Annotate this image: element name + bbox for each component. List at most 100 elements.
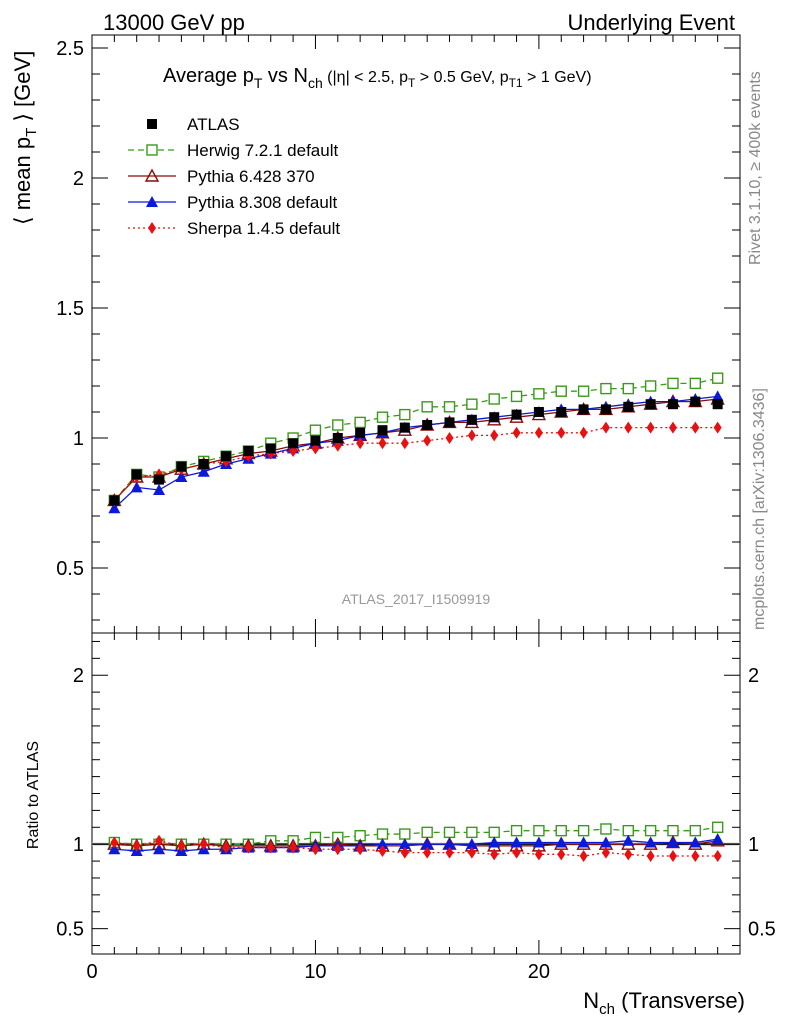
point-sherpa-1-4-5-default (668, 421, 677, 434)
point-atlas (198, 459, 209, 469)
point-sherpa-1-4-5-default (512, 426, 521, 439)
series-line-pythia-8-308-default (114, 838, 718, 852)
y-tick-label: 1 (73, 428, 84, 450)
point-pythia-8-308-default (532, 836, 545, 848)
point-herwig-7-2-1-default (309, 424, 322, 436)
series-line-pythia-6-428-370 (114, 840, 718, 847)
ratio-y-axis-label: Ratio to ATLAS (25, 741, 42, 849)
point-herwig-7-2-1-default (488, 393, 500, 405)
legend-marker-pythia-6-428-370 (144, 168, 160, 182)
ratio-plot-frame (91, 632, 741, 955)
point-pythia-8-308-default (153, 484, 166, 495)
point-pythia-8-308-default (108, 502, 121, 514)
point-herwig-7-2-1-default (689, 824, 702, 837)
point-pythia-8-308-default (488, 836, 501, 848)
point-herwig-7-2-1-default (689, 377, 702, 390)
point-atlas (466, 414, 477, 425)
point-atlas (578, 404, 589, 415)
point-pythia-8-308-default (577, 836, 590, 848)
mcplots-label: mcplots.cern.ch [arXiv:1306.3436] (751, 388, 768, 630)
point-pythia-8-308-default (599, 836, 612, 848)
point-atlas (712, 399, 723, 410)
ratio-axis-ticks: 0.5 0.51 12 20 10 20 (56, 633, 776, 983)
point-sherpa-1-4-5-default (646, 850, 655, 863)
point-herwig-7-2-1-default (555, 824, 567, 837)
point-herwig-7-2-1-default (488, 826, 500, 839)
point-sherpa-1-4-5-default (624, 421, 633, 434)
point-sherpa-1-4-5-default (646, 421, 655, 434)
point-pythia-8-308-default (711, 833, 724, 845)
point-herwig-7-2-1-default (600, 382, 612, 395)
ratio-y-tick-label-right: 0.5 (748, 919, 776, 941)
y-tick-label: 0.5 (56, 558, 84, 580)
point-sherpa-1-4-5-default (266, 841, 275, 854)
point-sherpa-1-4-5-default (356, 843, 365, 856)
point-pythia-8-308-default (644, 836, 657, 848)
rivet-label: Rivet 3.1.10, ≥ 400k events (747, 71, 764, 265)
point-sherpa-1-4-5-default (400, 846, 409, 859)
legend-marker-atlas (147, 119, 157, 129)
legend-label-pythia-6-428-370: Pythia 6.428 370 (187, 167, 315, 186)
point-atlas (533, 407, 544, 417)
legend-label-pythia-8-308-default: Pythia 8.308 default (187, 193, 338, 212)
point-atlas (489, 412, 500, 423)
main-plot-title: Average pT vs Nch (|η| < 2.5, pT > 0.5 G… (163, 65, 592, 91)
point-sherpa-1-4-5-default (445, 846, 454, 859)
point-sherpa-1-4-5-default (534, 426, 543, 439)
x-tick-label: 10 (304, 961, 326, 983)
point-sherpa-1-4-5-default (423, 846, 432, 859)
x-tick-label: 20 (528, 961, 550, 983)
point-pythia-8-308-default (108, 843, 121, 855)
point-atlas (600, 404, 611, 415)
point-sherpa-1-4-5-default (490, 429, 499, 442)
point-sherpa-1-4-5-default (691, 421, 700, 434)
point-pythia-8-308-default (130, 481, 143, 493)
point-atlas (355, 427, 366, 438)
point-herwig-7-2-1-default (600, 823, 612, 835)
point-sherpa-1-4-5-default (624, 848, 633, 861)
point-herwig-7-2-1-default (711, 821, 724, 833)
point-herwig-7-2-1-default (711, 372, 724, 384)
series-line-herwig-7-2-1-default (113, 377, 718, 501)
main-y-axis-label: ⟨ mean pT ⟩ [GeV] (10, 51, 40, 225)
point-herwig-7-2-1-default (466, 398, 478, 410)
point-herwig-7-2-1-default (421, 401, 433, 413)
point-herwig-7-2-1-default (399, 828, 411, 840)
point-pythia-8-308-default (398, 838, 411, 850)
point-pythia-8-308-default (465, 838, 478, 850)
point-sherpa-1-4-5-default (601, 846, 610, 859)
point-herwig-7-2-1-default (332, 419, 344, 431)
point-sherpa-1-4-5-default (713, 421, 722, 434)
point-herwig-7-2-1-default (622, 824, 634, 837)
ratio-y-tick-label: 2 (73, 665, 84, 687)
series-line-sherpa-1-4-5-default (113, 426, 718, 501)
point-herwig-7-2-1-default (577, 385, 590, 397)
y-tick-label: 2 (73, 168, 84, 190)
main-axis-ticks: 0.5 1 1.5 2 2.5 (56, 35, 741, 633)
point-herwig-7-2-1-default (667, 377, 679, 390)
ratio-series-layer (92, 821, 740, 863)
point-sherpa-1-4-5-default (713, 850, 722, 863)
point-herwig-7-2-1-default (399, 408, 411, 421)
point-atlas (511, 409, 522, 420)
legend-marker-pythia-8-308-default (146, 196, 158, 207)
point-pythia-8-308-default (175, 471, 188, 482)
point-sherpa-1-4-5-default (378, 437, 387, 450)
point-sherpa-1-4-5-default (289, 841, 298, 854)
point-sherpa-1-4-5-default (177, 839, 186, 852)
point-herwig-7-2-1-default (376, 828, 389, 840)
point-pythia-8-308-default (153, 843, 166, 855)
analysis-watermark: ATLAS_2017_I1509919 (342, 591, 491, 607)
point-pythia-8-308-default (197, 465, 210, 477)
point-sherpa-1-4-5-default (557, 848, 566, 861)
legend-label-sherpa-1-4-5-default: Sherpa 1.4.5 default (187, 219, 340, 238)
point-sherpa-1-4-5-default (467, 846, 476, 859)
ratio-y-tick-label-right: 2 (748, 665, 759, 687)
point-atlas (243, 446, 254, 456)
point-atlas (221, 451, 232, 462)
point-sherpa-1-4-5-default (691, 850, 700, 863)
point-herwig-7-2-1-default (644, 380, 657, 392)
point-pythia-8-308-default (555, 836, 568, 848)
point-atlas (109, 495, 120, 506)
